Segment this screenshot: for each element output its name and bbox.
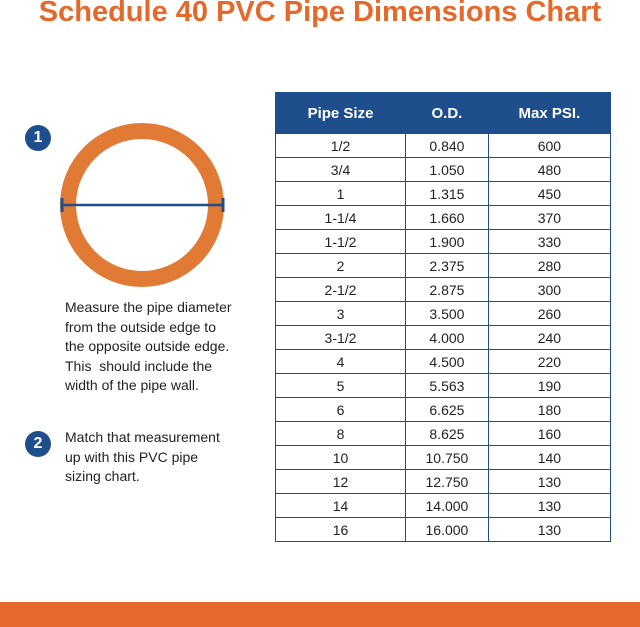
table-cell: 1.900: [405, 229, 489, 254]
table-cell: 1: [274, 181, 407, 206]
table-cell: 8.625: [405, 421, 489, 446]
step-line: width of the pipe wall.: [65, 377, 199, 393]
table-cell: 1-1/4: [274, 205, 407, 230]
table-cell: 12.750: [405, 469, 489, 494]
table-cell: 130: [487, 469, 612, 494]
table-cell: 140: [487, 445, 612, 470]
header-row: Pipe Size O.D. Max PSI.: [274, 92, 612, 134]
table-cell: 160: [487, 421, 612, 446]
table-cell: 190: [487, 373, 612, 398]
table-row: 1/2 0.840 600: [274, 133, 612, 158]
table-cell: 2.375: [405, 253, 489, 278]
table-cell: 4.500: [405, 349, 489, 374]
step-line: Measure the pipe diameter: [65, 299, 232, 315]
table-cell: 180: [487, 397, 612, 422]
table-cell: 450: [487, 181, 612, 206]
pipe-table: Pipe Size O.D. Max PSI. 1/2 0.840 600 3/4 1.050…: [274, 92, 612, 542]
column-header: O.D.: [405, 92, 489, 134]
table-cell: 14.000: [405, 493, 489, 518]
table-cell: 3.500: [405, 301, 489, 326]
table-row: 4 4.500 220: [274, 349, 612, 374]
table-cell: 4.000: [405, 325, 489, 350]
table-row: 2 2.375 280: [274, 253, 612, 278]
step-line: from the outside edge to: [65, 318, 216, 335]
table-cell: 300: [487, 277, 612, 302]
table-row: 6 6.625 180: [274, 397, 612, 422]
table-cell: 5: [274, 373, 407, 398]
table-cell: 2-1/2: [274, 277, 407, 302]
step-text: Measure the pipe diameter from the outsid…: [65, 298, 232, 396]
step-line: This should include the: [65, 357, 213, 374]
table-row: 12 12.750 130: [274, 469, 612, 494]
table-cell: 8: [274, 421, 407, 446]
table-cell: 280: [487, 253, 612, 278]
table-cell: 260: [487, 301, 612, 326]
step-line: the opposite outside edge.: [65, 338, 230, 354]
table-row: 3/4 1.050 480: [274, 157, 612, 182]
step-line: up with this PVC pipe: [65, 448, 199, 465]
table-cell: 370: [487, 205, 612, 230]
table-cell: 3-1/2: [274, 325, 407, 350]
table-cell: 10: [274, 445, 407, 470]
table-row: 5 5.563 190: [274, 373, 612, 398]
table-cell: 1.315: [405, 181, 489, 206]
table-row: 8 8.625 160: [274, 421, 612, 446]
column-header: Max PSI.: [487, 92, 612, 134]
table-cell: 1/2: [274, 133, 407, 158]
table-row: 2-1/2 2.875 300: [274, 277, 612, 302]
step-badge: 2: [25, 431, 51, 457]
table-cell: 10.750: [405, 445, 489, 470]
table-row: 3 3.500 260: [274, 301, 612, 326]
table-cell: 130: [487, 493, 612, 518]
step-line: sizing chart.: [65, 468, 140, 484]
table-cell: 220: [487, 349, 612, 374]
table-cell: 1.660: [405, 205, 489, 230]
table-cell: 16: [274, 517, 407, 542]
table-cell: 600: [487, 133, 612, 158]
table-cell: 330: [487, 229, 612, 254]
table-row: 10 10.750 140: [274, 445, 612, 470]
footer-bar: [0, 602, 640, 627]
table-cell: 240: [487, 325, 612, 350]
table-cell: 5.563: [405, 373, 489, 398]
table-cell: 12: [274, 469, 407, 494]
table-cell: 6.625: [405, 397, 489, 422]
table-cell: 0.840: [405, 133, 489, 158]
table-row: 1-1/4 1.660 370: [274, 205, 612, 230]
table-row: 1-1/2 1.900 330: [274, 229, 612, 254]
table-cell: 2: [274, 253, 407, 278]
step-line: Match that measurement: [65, 429, 220, 445]
table-cell: 2.875: [405, 277, 489, 302]
table-row: 1 1.315 450: [274, 181, 612, 206]
pipe-diagram: [60, 123, 225, 287]
table-row: 3-1/2 4.000 240: [274, 325, 612, 350]
table-row: 14 14.000 130: [274, 493, 612, 518]
table-cell: 6: [274, 397, 407, 422]
table-cell: 4: [274, 349, 407, 374]
table-cell: 130: [487, 517, 612, 542]
table-cell: 480: [487, 157, 612, 182]
table-cell: 3/4: [274, 157, 407, 182]
table-cell: 14: [274, 493, 407, 518]
table-cell: 16.000: [405, 517, 489, 542]
table-cell: 1-1/2: [274, 229, 407, 254]
step-text: Match that measurement up with this PVC p…: [65, 428, 220, 487]
table-row: 16 16.000 130: [274, 517, 612, 542]
column-header: Pipe Size: [274, 92, 407, 134]
step-badge: 1: [25, 125, 51, 151]
table-cell: 1.050: [405, 157, 489, 182]
title: Schedule 40 PVC Pipe Dimensions Chart: [38, 0, 602, 28]
table-cell: 3: [274, 301, 407, 326]
